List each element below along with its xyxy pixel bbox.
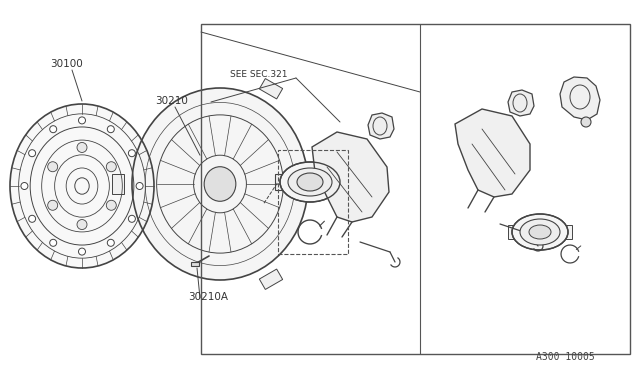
Circle shape <box>77 142 87 153</box>
Circle shape <box>48 200 58 210</box>
Circle shape <box>106 162 116 172</box>
Text: 30210: 30210 <box>155 96 188 106</box>
Ellipse shape <box>204 167 236 201</box>
Bar <box>201 24 630 354</box>
Polygon shape <box>259 269 283 289</box>
Circle shape <box>29 215 36 222</box>
Ellipse shape <box>288 168 332 196</box>
Bar <box>275 174 345 190</box>
Text: SEE SEC.321: SEE SEC.321 <box>230 70 287 79</box>
Circle shape <box>21 183 28 189</box>
Circle shape <box>106 200 116 210</box>
Ellipse shape <box>10 104 154 268</box>
Ellipse shape <box>297 173 323 191</box>
Circle shape <box>79 117 86 124</box>
Circle shape <box>50 239 57 246</box>
Text: 30210A: 30210A <box>188 292 228 302</box>
Ellipse shape <box>520 219 560 245</box>
Polygon shape <box>259 78 283 99</box>
Text: 30100: 30100 <box>50 59 83 69</box>
Ellipse shape <box>512 214 568 250</box>
Circle shape <box>129 215 136 222</box>
Circle shape <box>108 126 115 133</box>
Bar <box>508 225 572 239</box>
Circle shape <box>48 162 58 172</box>
Text: A300 10005: A300 10005 <box>536 352 595 362</box>
Polygon shape <box>312 132 389 222</box>
Ellipse shape <box>280 162 340 202</box>
Bar <box>278 150 348 254</box>
Polygon shape <box>508 90 534 116</box>
Ellipse shape <box>529 225 551 239</box>
Circle shape <box>136 183 143 189</box>
Circle shape <box>50 126 57 133</box>
Circle shape <box>29 150 36 157</box>
Circle shape <box>129 150 136 157</box>
Circle shape <box>108 239 115 246</box>
Polygon shape <box>112 174 124 194</box>
Polygon shape <box>455 109 530 197</box>
Polygon shape <box>560 77 600 120</box>
Ellipse shape <box>132 88 308 280</box>
Circle shape <box>581 117 591 127</box>
Polygon shape <box>191 262 199 266</box>
Circle shape <box>79 248 86 255</box>
Polygon shape <box>368 113 394 139</box>
Circle shape <box>77 219 87 230</box>
